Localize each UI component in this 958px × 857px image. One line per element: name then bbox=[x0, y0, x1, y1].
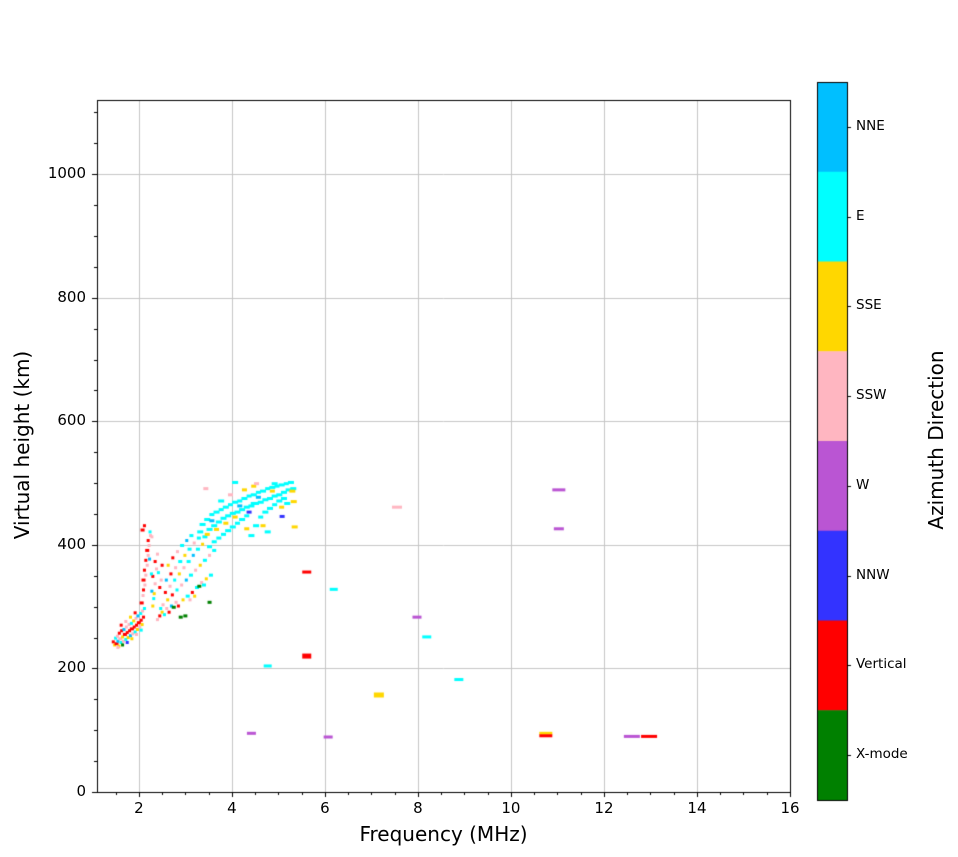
y-tick-label: 200 bbox=[57, 658, 86, 677]
y-tick-label: 400 bbox=[57, 534, 86, 553]
x-tick-label: 2 bbox=[134, 799, 144, 817]
y-tick-label: 1000 bbox=[47, 164, 86, 183]
x-tick-label: 10 bbox=[501, 799, 521, 817]
x-tick-label: 6 bbox=[320, 799, 330, 817]
colorbar-tick-label: Vertical bbox=[856, 656, 907, 673]
colorbar-tick-label: E bbox=[856, 207, 865, 224]
y-tick-label: 800 bbox=[57, 287, 86, 306]
x-tick-label: 8 bbox=[413, 799, 423, 817]
x-tick-label: 4 bbox=[227, 799, 237, 817]
colorbar-tick-label: SSE bbox=[856, 297, 882, 314]
colorbar-tick-label: W bbox=[856, 476, 870, 493]
y-axis-label: Virtual height (km) bbox=[10, 350, 34, 540]
x-tick-label: 12 bbox=[594, 799, 614, 817]
y-tick-label: 600 bbox=[57, 411, 86, 430]
colorbar-label: Azimuth Direction bbox=[924, 350, 948, 530]
x-axis-label: Frequency (MHz) bbox=[359, 822, 528, 846]
x-tick-label: 14 bbox=[687, 799, 707, 817]
y-tick-label: 0 bbox=[76, 782, 86, 800]
colorbar-tick-label: NNE bbox=[856, 117, 885, 134]
x-tick-label: 16 bbox=[780, 799, 800, 817]
colorbar-tick-label: NNW bbox=[856, 566, 890, 583]
colorbar-tick-label: SSW bbox=[856, 387, 887, 404]
colorbar-tick-label: X-mode bbox=[856, 746, 908, 763]
